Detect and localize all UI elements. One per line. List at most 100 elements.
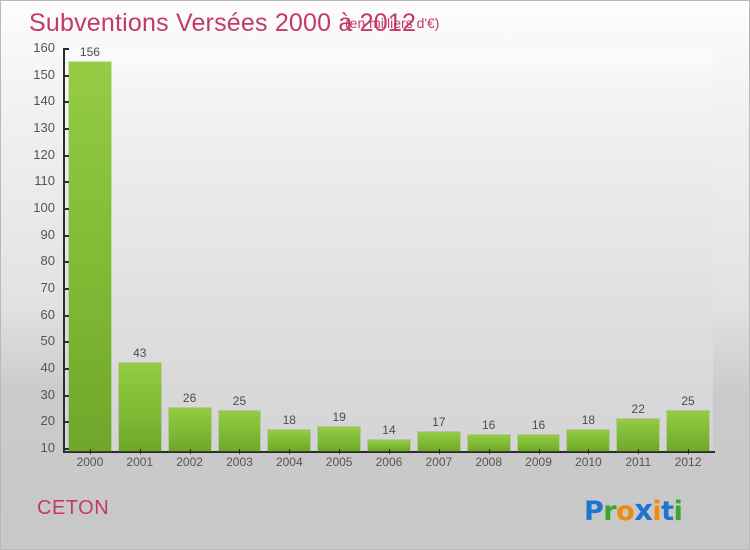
y-tick-label: 140 <box>33 93 55 109</box>
bar-slot: 25 <box>215 49 265 451</box>
x-tick-mark <box>538 449 540 454</box>
x-tick-mark <box>189 449 191 454</box>
bar-slot: 16 <box>514 49 564 451</box>
x-axis-label: 2004 <box>275 455 303 469</box>
x-tick-mark <box>289 449 291 454</box>
logo-letter: x <box>634 493 653 527</box>
x-tick-mark <box>89 449 91 454</box>
logo-letter: i <box>673 496 683 527</box>
y-tick-label: 40 <box>40 360 55 375</box>
bar-slot: 17 <box>414 49 464 451</box>
x-tick-mark <box>638 449 640 454</box>
y-tick-mark <box>63 154 69 157</box>
chart-subtitle: (en milliers d'€) <box>345 15 440 31</box>
bar-value-label: 17 <box>432 415 446 430</box>
y-tick-mark <box>63 181 69 184</box>
y-tick-label: 60 <box>40 306 55 322</box>
bar-slot: 14 <box>364 49 414 451</box>
x-tick-mark <box>488 449 490 454</box>
y-tick-label: 80 <box>40 253 55 269</box>
bar[interactable] <box>617 419 660 451</box>
x-axis-label: 2011 <box>625 455 652 469</box>
bar[interactable] <box>118 363 161 451</box>
bar-value-label: 19 <box>332 410 346 424</box>
bar-value-label: 43 <box>133 346 147 360</box>
bar[interactable] <box>69 61 111 451</box>
y-tick-label: 160 <box>33 40 55 55</box>
logo-letter: o <box>616 496 635 527</box>
x-axis-label: 2012 <box>674 455 702 469</box>
y-tick-mark <box>63 448 69 450</box>
bar-value-label: 25 <box>232 394 247 408</box>
x-axis-label: 2010 <box>575 455 602 469</box>
logo-letter: P <box>584 496 604 527</box>
y-tick-label: 120 <box>33 146 55 162</box>
bar[interactable] <box>368 440 410 451</box>
bar[interactable] <box>567 429 610 451</box>
bar-slot: 26 <box>165 49 215 451</box>
bar-slot: 18 <box>563 49 613 451</box>
bars-layer: 156 43 26 25 18 19 14 17 16 16 18 22 25 <box>65 45 713 451</box>
y-tick-mark <box>63 234 69 237</box>
y-tick-mark <box>63 341 69 344</box>
bar-slot: 16 <box>464 49 514 451</box>
y-tick-mark <box>63 394 69 397</box>
chart-header: Subventions Versées 2000 à 2012 (en mill… <box>1 1 749 43</box>
y-axis-line <box>63 49 65 453</box>
page-title: Subventions Versées 2000 à 2012 <box>29 9 417 37</box>
x-axis-labels: 2000 2001 2002 2003 2004 2005 2006 2007 2008 2009… <box>65 449 713 475</box>
bar-slot: 43 <box>115 49 165 451</box>
x-axis-label: 2005 <box>325 455 353 469</box>
x-axis-label: 2008 <box>475 455 503 469</box>
bar[interactable] <box>318 427 361 451</box>
y-tick-label: 50 <box>40 333 55 349</box>
bar-value-label: 18 <box>581 412 596 427</box>
logo-letter: r <box>603 496 617 527</box>
x-axis-label: 2007 <box>425 455 453 469</box>
x-axis-label: 2002 <box>176 455 203 469</box>
y-tick-mark <box>63 288 69 290</box>
proxiti-logo[interactable]: Proxiti <box>584 493 683 527</box>
x-axis-label: 2001 <box>126 455 154 469</box>
bar-value-label: 25 <box>681 394 695 408</box>
y-tick-label: 100 <box>33 200 55 215</box>
bar-slot: 22 <box>613 49 663 451</box>
entity-name: CETON <box>37 497 110 519</box>
logo-letter: t <box>661 496 674 527</box>
y-tick-mark <box>63 208 69 210</box>
x-tick-mark <box>389 449 390 454</box>
bar-slot: 18 <box>264 49 314 451</box>
bar[interactable] <box>168 408 211 451</box>
bar-value-label: 16 <box>482 418 496 432</box>
bar[interactable] <box>268 429 311 451</box>
x-tick-mark <box>688 449 690 454</box>
bar-slot: 25 <box>663 49 713 451</box>
y-tick-label: 30 <box>40 386 55 402</box>
x-axis-label: 2009 <box>525 455 552 469</box>
y-tick-label: 90 <box>40 226 55 242</box>
x-tick-mark <box>588 449 590 454</box>
y-tick-label: 20 <box>40 413 55 429</box>
bar[interactable] <box>667 411 709 451</box>
bar[interactable] <box>218 411 261 451</box>
plot-frame: 160 150 140 130 120 110 100 90 80 70 60 50 40 30 20 10 … <box>33 40 715 455</box>
bar[interactable] <box>467 435 510 451</box>
y-tick-mark <box>63 261 69 264</box>
bar[interactable] <box>517 435 560 451</box>
bar-value-label: 14 <box>382 423 396 438</box>
x-tick-mark <box>239 449 241 454</box>
y-tick-label: 10 <box>40 440 55 455</box>
y-tick-mark <box>63 48 69 50</box>
x-axis-label: 2006 <box>375 455 403 469</box>
bar[interactable] <box>417 432 460 451</box>
chart-footer: CETON Proxiti <box>1 487 749 549</box>
y-tick-mark <box>63 314 69 317</box>
y-tick-label: 150 <box>33 66 55 82</box>
y-tick-label: 110 <box>34 173 55 189</box>
bar-slot: 156 <box>65 45 115 451</box>
logo-letter: i <box>652 496 662 527</box>
y-tick-mark <box>63 421 69 424</box>
bar-value-label: 18 <box>282 412 296 427</box>
x-tick-mark <box>339 449 341 454</box>
